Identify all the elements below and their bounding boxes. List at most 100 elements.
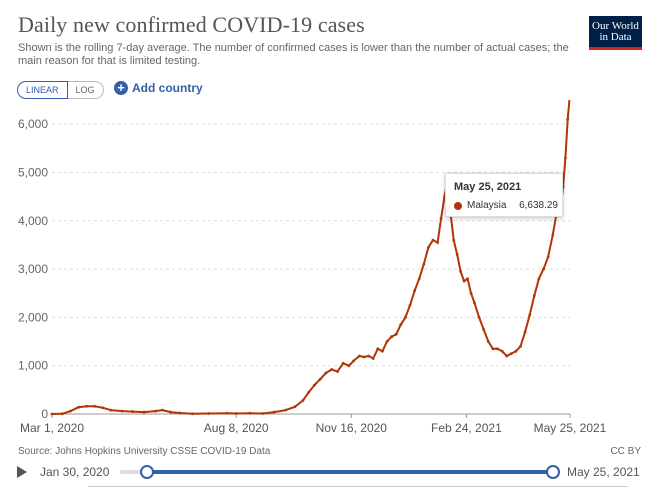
scale-toggle: LINEAR LOG [17, 81, 104, 99]
data-point [307, 390, 311, 394]
tooltip-date: May 25, 2021 [454, 181, 522, 193]
data-point [248, 411, 252, 415]
data-point [77, 405, 80, 409]
data-point [293, 405, 297, 409]
tooltip-country: Malaysia [467, 200, 507, 211]
data-point [466, 277, 469, 281]
data-point [486, 340, 490, 343]
add-country-button[interactable]: + Add country [114, 81, 203, 95]
data-point [537, 277, 541, 281]
data-point [336, 370, 339, 373]
log-scale-button[interactable]: LOG [67, 81, 104, 99]
data-point [376, 347, 380, 351]
footer-divider [88, 486, 628, 490]
data-point [60, 412, 64, 416]
data-point [455, 253, 459, 256]
data-point [347, 364, 351, 368]
timeline-start-handle[interactable] [140, 465, 154, 479]
data-point [380, 349, 384, 353]
data-point [496, 347, 499, 351]
data-point [207, 412, 210, 415]
data-point [431, 238, 435, 242]
data-point [69, 409, 72, 413]
x-tick-label: Mar 1, 2020 [20, 421, 84, 435]
y-tick-label: 4,000 [18, 214, 48, 228]
hover-tooltip: May 25, 2021 Malaysia 6,638.29 [445, 173, 563, 217]
y-tick-label: 6,000 [18, 117, 48, 131]
play-icon[interactable] [17, 466, 27, 478]
data-point [362, 355, 366, 359]
series-line-malaysia [51, 100, 571, 415]
data-point [161, 408, 164, 412]
line-chart: 0 1,000 2,000 3,000 4,000 5,000 6,000 Mar 1, 2… [18, 100, 613, 435]
x-tick-label: Aug 8, 2020 [204, 421, 269, 435]
timeline-start-label: Jan 30, 2020 [40, 465, 110, 479]
data-point [482, 328, 486, 331]
y-tick-label: 0 [41, 407, 48, 421]
data-point [371, 357, 375, 360]
source-note[interactable]: Source: Johns Hopkins University CSSE CO… [18, 446, 271, 457]
series-group: Malaysia [50, 100, 613, 416]
data-point [394, 332, 398, 336]
data-point [452, 238, 456, 242]
data-point [390, 335, 393, 339]
data-point [509, 352, 513, 356]
data-point [50, 412, 54, 416]
data-point [352, 359, 355, 363]
data-point [284, 408, 288, 412]
data-point [101, 406, 105, 410]
timeline-end-handle[interactable] [546, 465, 560, 479]
data-point [85, 404, 88, 408]
data-point [514, 349, 518, 353]
data-point [500, 349, 504, 353]
chart-title: Daily new confirmed COVID-19 cases [18, 12, 365, 37]
data-point [178, 411, 182, 415]
y-tick-label: 2,000 [18, 310, 48, 324]
data-point [528, 313, 532, 317]
data-point [93, 404, 96, 408]
data-point [542, 267, 545, 271]
series-color-dot-icon [454, 201, 462, 210]
data-point [261, 412, 265, 415]
data-point [505, 354, 509, 358]
data-point [566, 117, 570, 121]
logo-line-2: in Data [599, 31, 632, 43]
data-point [399, 323, 403, 327]
data-point [142, 410, 146, 414]
data-point [546, 255, 550, 259]
data-point [120, 409, 124, 413]
data-point [523, 330, 527, 334]
y-tick-label: 3,000 [18, 262, 48, 276]
data-point [436, 241, 440, 244]
y-tick-label: 5,000 [18, 165, 48, 179]
data-point [367, 354, 370, 358]
data-point [330, 368, 334, 371]
data-point [551, 233, 555, 237]
timeline-range-fill [147, 470, 553, 474]
data-point [462, 279, 466, 283]
data-point [427, 245, 430, 249]
data-point [131, 410, 134, 413]
data-point [324, 371, 328, 375]
linear-scale-button[interactable]: LINEAR [17, 81, 68, 99]
owid-logo[interactable]: Our World in Data [589, 16, 642, 50]
data-point [225, 411, 229, 415]
x-tick-label: Nov 16, 2020 [316, 421, 388, 435]
data-point [169, 410, 172, 414]
add-country-label: Add country [132, 81, 203, 95]
data-point [357, 354, 361, 358]
data-point [422, 262, 426, 266]
data-point [491, 347, 495, 351]
data-point [154, 409, 158, 413]
data-point [341, 361, 345, 365]
timeline: Jan 30, 2020 May 25, 2021 [0, 462, 660, 484]
license-link[interactable]: CC BY [610, 446, 641, 457]
x-tick-label: Feb 24, 2021 [431, 421, 502, 435]
logo-line-1: Our World [592, 20, 639, 32]
data-point [403, 315, 407, 319]
data-point [519, 344, 522, 348]
data-point [301, 399, 305, 402]
plus-circle-icon: + [114, 81, 128, 95]
data-point [385, 340, 389, 343]
data-point [477, 315, 481, 319]
